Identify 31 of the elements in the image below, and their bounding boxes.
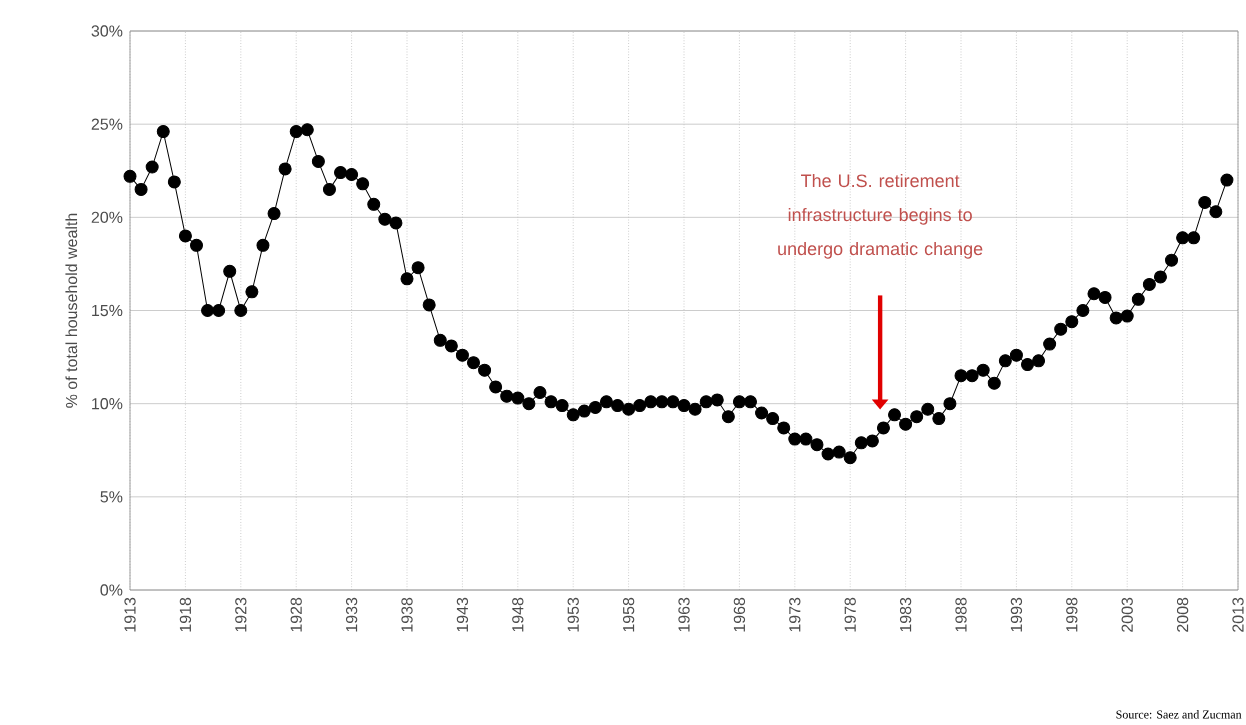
- x-tick-label: 1918: [179, 597, 192, 632]
- x-tick-label: 1983: [899, 597, 912, 632]
- x-tick-label: 2008: [1176, 597, 1189, 632]
- x-tick-label: 2003: [1121, 597, 1133, 632]
- x-tick-label: 1958: [622, 597, 635, 632]
- y-tick-label: 10%: [92, 398, 123, 410]
- x-tick-label: 1913: [124, 597, 136, 632]
- y-tick-label: 25%: [91, 118, 123, 130]
- x-tick-label: 1963: [678, 597, 690, 632]
- x-tick-label: 1923: [235, 597, 247, 632]
- x-tick-label: 1953: [567, 597, 579, 632]
- x-tick-label: 1978: [844, 597, 856, 632]
- x-tick-label: 1968: [733, 597, 746, 632]
- source-note: Source: Saez and Zucman: [1116, 710, 1242, 719]
- x-tick-label: 1998: [1066, 597, 1078, 632]
- x-tick-label: 1943: [456, 597, 469, 632]
- x-tick-label: 1988: [955, 597, 967, 632]
- x-tick-label: 1948: [512, 597, 524, 632]
- x-tick-label: 1933: [345, 597, 358, 632]
- y-tick-label: 30%: [91, 25, 123, 37]
- y-tick-label: 0%: [100, 584, 123, 596]
- y-tick-label: 20%: [91, 211, 123, 223]
- x-tick-label: 2013: [1232, 597, 1244, 632]
- x-tick-label: 1993: [1010, 597, 1023, 632]
- annotation: The U.S. retirement infrastructure begins to undergo dramatic change: [778, 173, 983, 259]
- x-tick-label: 1938: [401, 597, 413, 632]
- x-tick-label: 1973: [789, 597, 801, 632]
- y-tick-label: 15%: [92, 304, 123, 317]
- x-tick-label: 1928: [290, 597, 302, 632]
- y-tick-label: 5%: [100, 491, 123, 503]
- y-axis-title: % of total household wealth: [65, 213, 78, 408]
